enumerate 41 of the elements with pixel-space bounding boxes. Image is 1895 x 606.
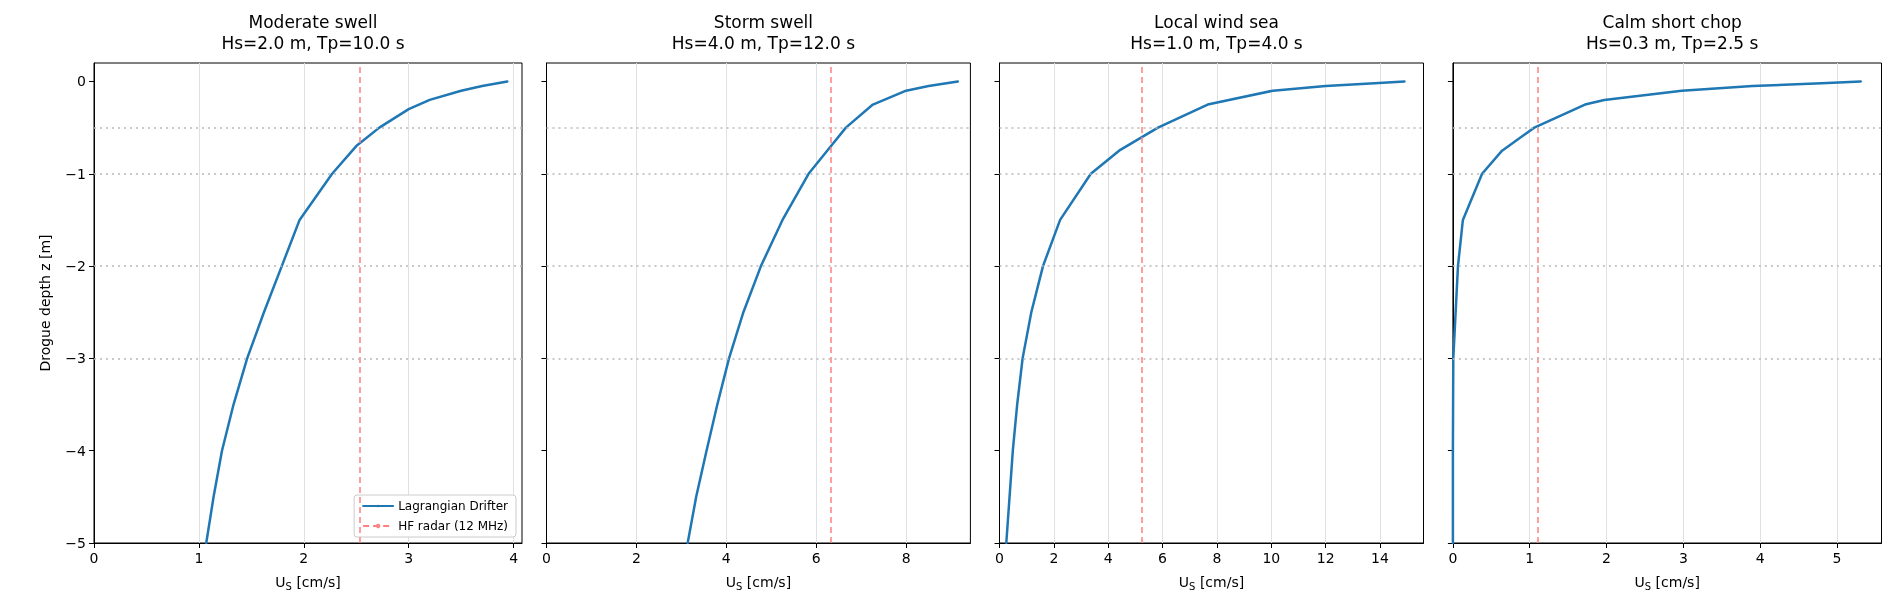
- x-tick-label: 0: [542, 550, 551, 566]
- y-axis-title: Drogue depth z [m]: [37, 234, 53, 372]
- x-tick-label: 6: [811, 550, 821, 566]
- chart-subtitle: Hs=4.0 m, Tp=12.0 s: [671, 32, 856, 53]
- y-tick-label: −3: [65, 350, 86, 367]
- legend-label: Lagrangian Drifter: [398, 499, 509, 513]
- y-tick-label: −5: [65, 535, 86, 551]
- y-tick-label: −1: [65, 165, 86, 182]
- x-tick-label: 4: [721, 550, 731, 566]
- chart-title: Local wind sea: [1154, 11, 1279, 32]
- x-tick-label: 4: [1103, 550, 1113, 566]
- y-tick-label: 0: [77, 73, 86, 90]
- x-tick-label: 1: [1525, 550, 1535, 566]
- chart-subtitle: Hs=0.3 m, Tp=2.5 s: [1585, 32, 1759, 53]
- chart-subtitle: Hs=1.0 m, Tp=4.0 s: [1130, 32, 1303, 53]
- x-tick-label: 4: [1755, 550, 1765, 566]
- x-tick-label: 3: [404, 550, 414, 566]
- y-tick-label: −2: [65, 258, 86, 275]
- x-tick-label: 2: [299, 550, 309, 566]
- ref-line-label: HF radar (12 MHz): [398, 519, 509, 533]
- x-tick-label: 10: [1262, 550, 1281, 566]
- x-tick-label: 8: [1212, 550, 1222, 566]
- chart-title: Moderate swell: [248, 11, 378, 32]
- chart-title: Storm swell: [713, 11, 814, 32]
- x-tick-label: 2: [631, 550, 641, 566]
- x-tick-label: 2: [1049, 550, 1059, 566]
- y-tick-label: −4: [65, 442, 87, 459]
- x-tick-label: 3: [1678, 550, 1688, 566]
- x-tick-label: 6: [1158, 550, 1168, 566]
- x-tick-label: 2: [1602, 550, 1611, 566]
- chart-title: Calm short chop: [1602, 11, 1742, 32]
- x-tick-label: 0: [995, 550, 1004, 566]
- x-tick-label: 8: [901, 550, 911, 566]
- x-tick-label: 12: [1316, 550, 1335, 566]
- x-tick-label: 1: [194, 550, 204, 566]
- x-tick-label: 5: [1832, 550, 1842, 566]
- chart-subtitle: Hs=2.0 m, Tp=10.0 s: [221, 32, 405, 53]
- x-tick-label: 0: [89, 550, 99, 566]
- x-tick-label: 14: [1371, 550, 1390, 566]
- x-tick-label: 4: [509, 550, 519, 566]
- x-tick-label: 0: [1448, 550, 1458, 566]
